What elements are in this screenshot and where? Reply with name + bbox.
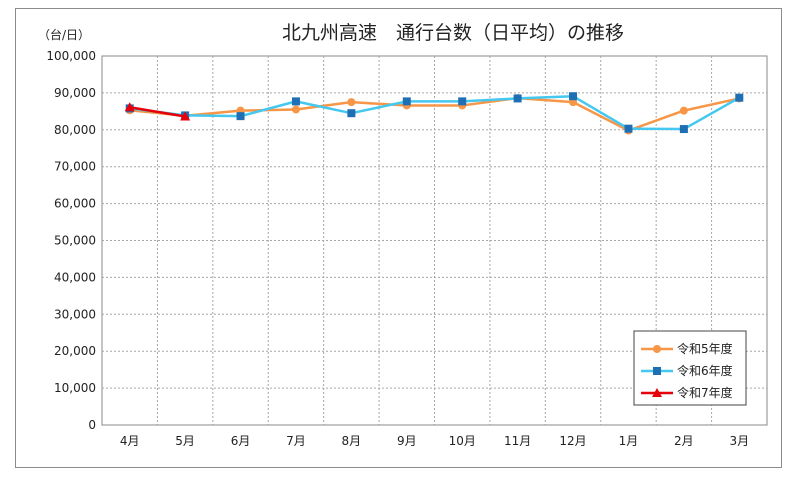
x-tick-label-4: 8月 <box>342 434 362 448</box>
x-tick-label-6: 10月 <box>449 434 476 448</box>
series-1-line <box>129 96 740 132</box>
y-tick-label-4: 40,000 <box>54 270 96 284</box>
x-tick-label-2: 6月 <box>231 434 251 448</box>
legend-label-2: 令和6年度 <box>677 363 733 378</box>
y-tick-label-7: 70,000 <box>54 160 96 174</box>
y-tick-label-6: 60,000 <box>54 197 96 211</box>
x-tick-label-8: 12月 <box>559 434 586 448</box>
chart-title: 北九州高速 通行台数（日平均）の推移 <box>282 22 624 44</box>
series-3-line <box>129 106 186 118</box>
line-chart: 北九州高速 通行台数（日平均）の推移 （台/日） 0 10,000 20,000 30… <box>38 22 768 448</box>
series-2-point-10 <box>679 125 688 134</box>
series-1-point-10 <box>679 106 688 115</box>
series-1-point-4 <box>347 98 356 107</box>
series-3-point-1 <box>180 111 191 121</box>
series-1-point-3 <box>291 105 300 114</box>
y-tick-label-0: 0 <box>88 418 96 432</box>
x-tick-label-0: 4月 <box>120 434 140 448</box>
y-tick-label-3: 30,000 <box>54 307 96 321</box>
y-axis-tick-labels: 0 10,000 20,000 30,000 40,000 50,000 60,000 70,… <box>46 49 96 432</box>
series-3 <box>124 102 191 121</box>
legend-label-1: 令和5年度 <box>677 341 733 356</box>
x-tick-label-1: 5月 <box>175 434 195 448</box>
y-tick-label-1: 10,000 <box>54 381 96 395</box>
unit-label: （台/日） <box>38 27 90 42</box>
series-2-point-6 <box>458 97 467 106</box>
legend-label-3: 令和7年度 <box>677 385 733 400</box>
x-tick-label-5: 9月 <box>397 434 417 448</box>
series-2-point-4 <box>347 109 356 118</box>
series-layer <box>124 92 744 135</box>
y-tick-label-5: 50,000 <box>54 234 96 248</box>
x-tick-label-10: 2月 <box>674 434 694 448</box>
legend-marker-3 <box>652 388 662 397</box>
series-2-point-11 <box>735 93 744 102</box>
x-tick-label-3: 7月 <box>286 434 306 448</box>
series-2-point-9 <box>624 124 633 133</box>
chart-frame: 北九州高速 通行台数（日平均）の推移 （台/日） 0 10,000 20,000 30… <box>15 8 782 468</box>
y-tick-label-9: 90,000 <box>54 86 96 100</box>
series-2-point-2 <box>236 112 245 121</box>
x-axis-tick-labels: 4月 5月 6月 7月 8月 9月 10月 11月 12月 1月 2月 3月 <box>120 434 749 448</box>
series-2-line <box>129 94 740 131</box>
legend-marker-2 <box>653 367 661 375</box>
y-tick-label-2: 20,000 <box>54 344 96 358</box>
series-2-point-8 <box>569 92 578 101</box>
legend-marker-1 <box>653 345 661 353</box>
y-tick-label-10: 100,000 <box>46 49 96 63</box>
x-tick-label-9: 1月 <box>619 434 639 448</box>
series-2-point-7 <box>513 94 522 103</box>
x-tick-label-11: 3月 <box>729 434 749 448</box>
series-2-point-5 <box>402 97 411 106</box>
y-tick-label-8: 80,000 <box>54 123 96 137</box>
x-tick-label-7: 11月 <box>504 434 531 448</box>
series-3-point-0 <box>124 102 135 112</box>
series-2-point-3 <box>291 97 300 106</box>
